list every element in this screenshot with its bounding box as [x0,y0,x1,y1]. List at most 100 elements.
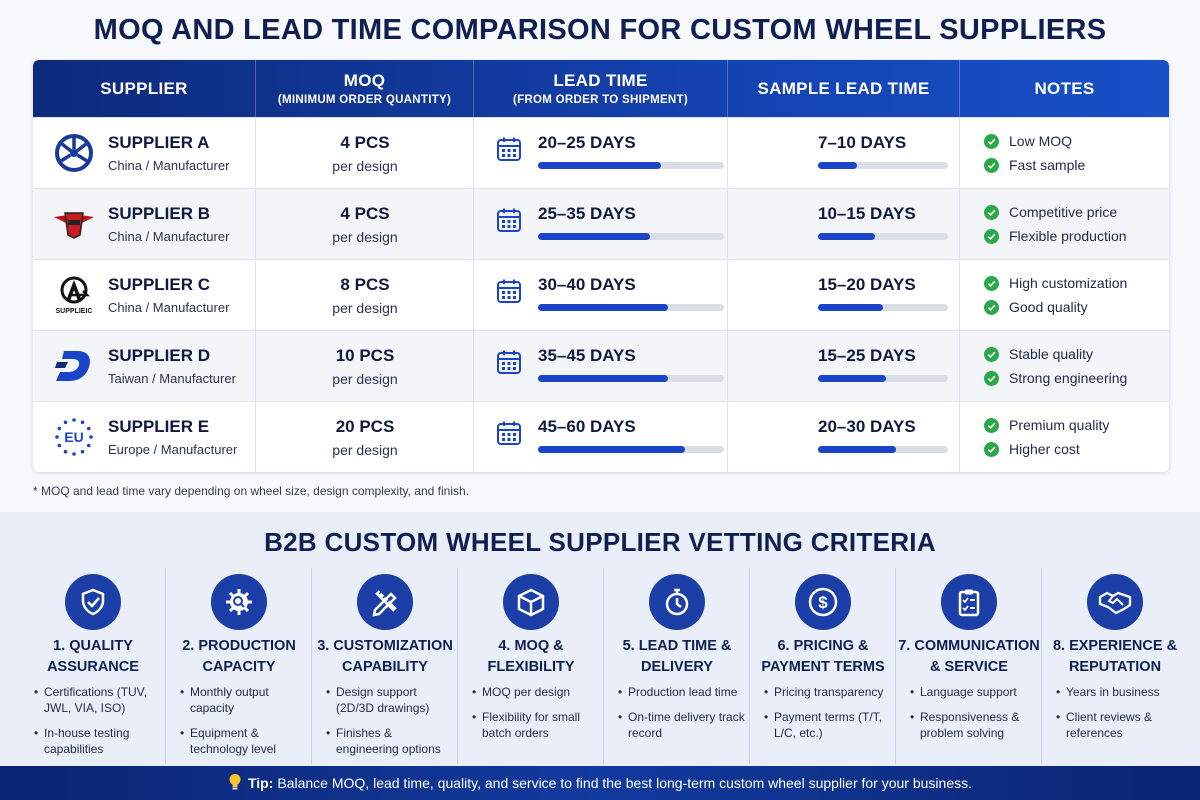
criteria-title-line: CAPABILITY [342,659,428,675]
check-circle-icon [984,299,999,315]
supplier-location: China / Manufacturer [108,158,230,173]
note-text: Higher cost [1009,441,1080,457]
note-text: High customization [1009,275,1128,291]
criteria-list: Certifications (TUV, JWL, VIA, ISO) In-ho… [34,684,166,766]
moq-cell: 4 PCS per design [256,118,474,188]
table-row: SUPPLIER B China / Manufacturer 4 PCS per d… [33,188,1169,259]
tip-text: Balance MOQ, lead time, quality, and ser… [277,775,973,791]
note-item: Strong engineering [984,370,1127,386]
supplier-location: China / Manufacturer [108,229,230,244]
lead-time-cell: 25–35 DAYS [474,189,728,259]
lead-time-bar-fill [538,304,669,311]
calendar-icon [496,278,522,309]
lead-time-bar [538,446,724,453]
criteria-list-item: Payment terms (T/T, L/C, etc.) [764,709,896,741]
criteria-card: 4. MOQ & FLEXIBILITY MOQ per design Flexibi… [458,568,604,764]
table-row: SUPPLIER D Taiwan / Manufacturer 10 PCS per… [33,330,1169,401]
criteria-card-title: 1. QUALITY ASSURANCE [20,636,166,678]
note-text: Stable quality [1009,346,1094,362]
criteria-list: MOQ per design Flexibility for small batc… [472,684,604,750]
criteria-list-item: Years in business [1056,684,1188,700]
moq-cell: 10 PCS per design [256,331,474,401]
supplier-cell: EU SUPPLIER E Europe / Manufacturer [33,402,256,472]
criteria-card: 1. QUALITY ASSURANCE Certifications (TUV, … [20,568,166,764]
criteria-title-line: 7. COMMUNICATION [898,638,1040,654]
header-label: NOTES [1034,78,1095,98]
sample-lead-time-value: 15–25 DAYS [818,346,916,365]
handshake-icon [1087,574,1143,630]
criteria-card: 5. LEAD TIME & DELIVERY Production lead ti… [604,568,750,764]
note-text: Strong engineering [1009,370,1128,386]
calendar-icon [496,349,522,380]
criteria-card-title: 3. CUSTOMIZATION CAPABILITY [312,636,458,678]
footnote: * MOQ and lead time vary depending on wh… [33,484,470,498]
note-item: Good quality [984,299,1088,315]
criteria-list: Design support (2D/3D drawings) Finishes … [326,684,458,766]
lead-time-bar-fill [538,233,650,240]
calendar-icon [496,136,522,167]
sample-lead-time-cell: 7–10 DAYS [728,118,960,188]
criteria-title-line: 4. MOQ & [498,638,564,654]
moq-value: 4 PCS [340,204,390,223]
criteria-title-line: 1. QUALITY [53,638,133,654]
sample-lead-time-value: 20–30 DAYS [818,417,916,436]
lead-time-bar-fill [538,446,685,453]
criteria-list-item: MOQ per design [472,684,604,700]
check-circle-icon [984,157,999,173]
header-label: SAMPLE LEAD TIME [757,78,930,98]
supplier-name: SUPPLIER B [108,204,211,223]
criteria-list-item: Production lead time [618,684,750,700]
header-lead-time: LEAD TIME (FROM ORDER TO SHIPMENT) [474,60,728,117]
lightbulb-icon [228,773,242,794]
stopwatch-icon [649,574,705,630]
note-text: Flexible production [1009,228,1127,244]
lead-time-bar [538,375,724,382]
sample-lead-time-bar [818,162,948,169]
lead-time-bar [538,304,724,311]
notes-cell: Premium quality Higher cost [960,402,1169,472]
lead-time-cell: 35–45 DAYS [474,331,728,401]
winged-badge-logo-icon [51,206,97,242]
header-sublabel: (FROM ORDER TO SHIPMENT) [512,94,688,106]
criteria-list-item: Finishes & engineering options [326,725,458,757]
table-header: SUPPLIER MOQ (MINIMUM ORDER QUANTITY) LE… [33,60,1169,117]
sample-lead-time-cell: 20–30 DAYS [728,402,960,472]
criteria-card-title: 8. EXPERIENCE & REPUTATION [1042,636,1188,678]
lead-time-bar [538,162,724,169]
note-item: Flexible production [984,228,1127,244]
moq-unit: per design [332,371,398,387]
dollar-coin-icon: $ [795,574,851,630]
supplier-cell: SUPPLIEIC SUPPLIER C China / Manufacturer [33,260,256,330]
note-item: Fast sample [984,157,1085,173]
criteria-title-line: DELIVERY [641,659,713,675]
moq-unit: per design [332,300,398,316]
criteria-list: Pricing transparency Payment terms (T/T, … [764,684,896,750]
lead-time-cell: 30–40 DAYS [474,260,728,330]
supplier-cell: SUPPLIER B China / Manufacturer [33,189,256,259]
criteria-title-line: FLEXIBILITY [487,659,575,675]
note-item: Competitive price [984,204,1117,220]
criteria-title-line: 2. PRODUCTION [182,638,296,654]
sample-lead-time-value: 15–20 DAYS [818,275,916,294]
criteria-list: Monthly output capacity Equipment & techn… [180,684,312,766]
check-circle-icon [984,346,999,362]
note-item: High customization [984,275,1127,291]
shield-check-icon [65,574,121,630]
moq-cell: 8 PCS per design [256,260,474,330]
criteria-title-line: 8. EXPERIENCE & [1052,638,1178,654]
sample-lead-time-bar-fill [818,446,896,453]
check-circle-icon [984,370,999,386]
note-text: Low MOQ [1009,133,1073,149]
sample-lead-time-bar [818,375,948,382]
moq-value: 10 PCS [335,346,395,365]
note-text: Fast sample [1009,157,1086,173]
pencil-ruler-icon [357,574,413,630]
criteria-card: 2. PRODUCTION CAPACITY Monthly output capa… [166,568,312,764]
lead-time-bar-fill [538,375,669,382]
criteria-title: B2B CUSTOM WHEEL SUPPLIER VETTING CRITER… [264,527,936,557]
d-letter-logo-icon [51,348,97,384]
box-icon [503,574,559,630]
wheel-logo-icon [51,134,97,172]
lead-time-cell: 45–60 DAYS [474,402,728,472]
arrow-a-logo-icon: SUPPLIEIC [51,276,97,315]
